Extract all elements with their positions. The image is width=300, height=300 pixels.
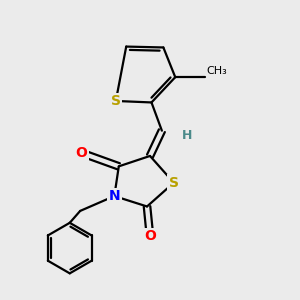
Text: N: N [109, 189, 120, 203]
Text: S: S [169, 176, 179, 190]
Text: S: S [111, 94, 121, 108]
Text: CH₃: CH₃ [206, 66, 227, 76]
Text: H: H [182, 129, 192, 142]
Text: O: O [144, 229, 156, 243]
Text: O: O [76, 146, 88, 160]
